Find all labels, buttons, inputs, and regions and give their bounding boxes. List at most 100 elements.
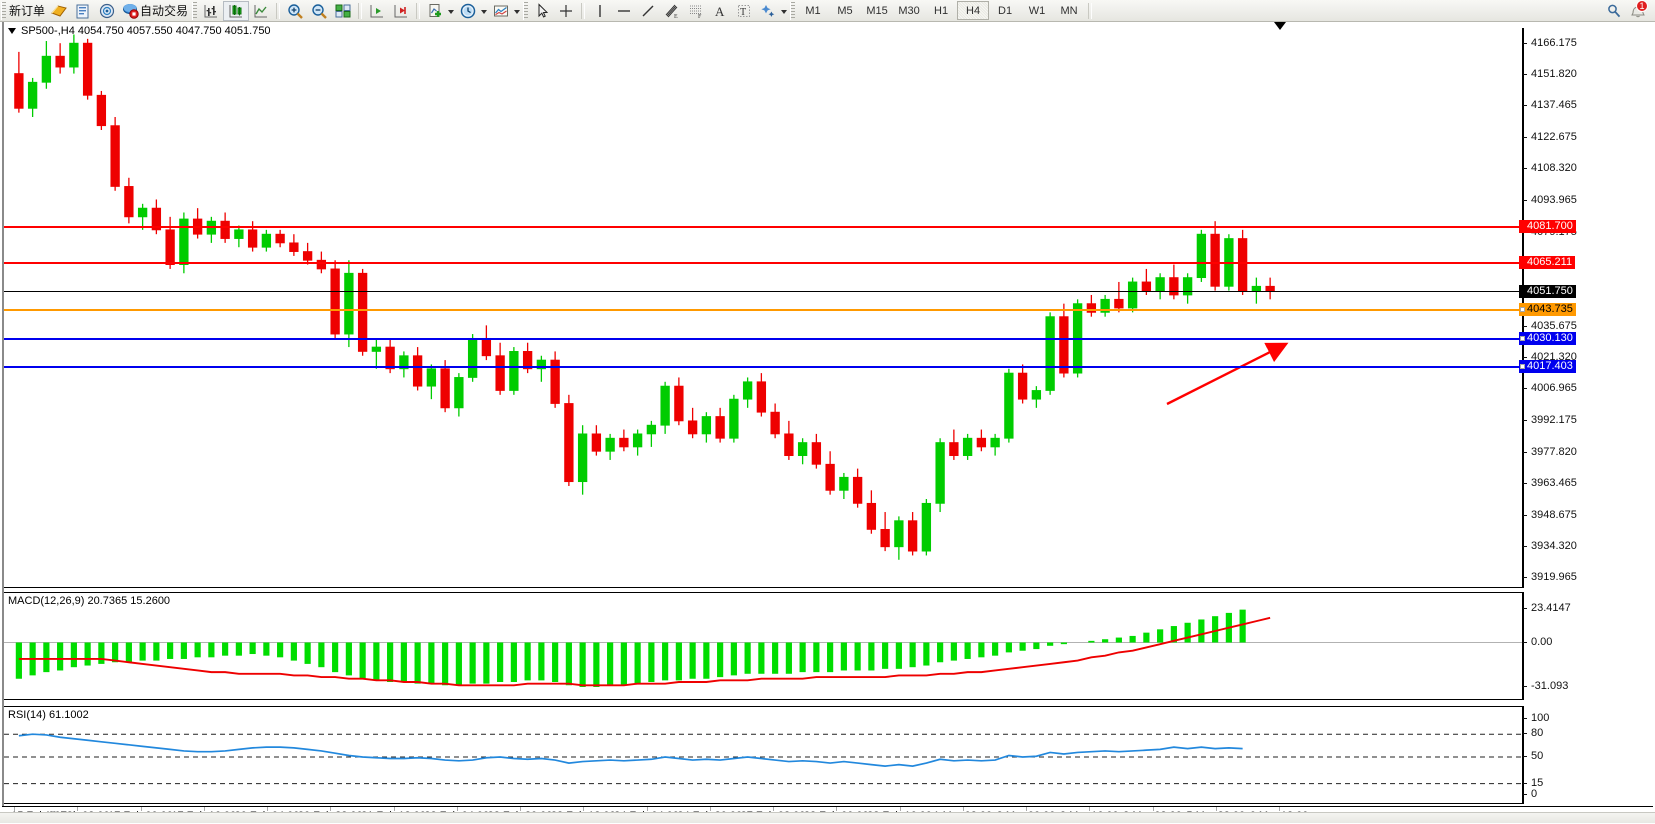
new-order-button[interactable]: 新订单 bbox=[8, 1, 47, 21]
time-tick bbox=[520, 807, 521, 811]
price-pane[interactable] bbox=[4, 28, 1522, 588]
period-button[interactable] bbox=[456, 1, 480, 21]
price-tag-4065.211[interactable]: 4065.211 bbox=[1519, 255, 1576, 269]
bar-chart-button[interactable] bbox=[199, 1, 223, 21]
timeframe-button-m15[interactable]: M15 bbox=[866, 4, 888, 17]
trendline-button[interactable] bbox=[636, 1, 660, 21]
profiles-icon bbox=[50, 2, 68, 20]
candlestick-chart-icon bbox=[227, 2, 245, 20]
price-tick: 3934.320 bbox=[1523, 541, 1577, 552]
search-icon bbox=[1605, 2, 1623, 20]
shapes-dropdown-arrow[interactable] bbox=[780, 2, 789, 20]
chart-title-text: SP500-,H4 4054.750 4057.550 4047.750 405… bbox=[21, 25, 271, 37]
price-tag-4043.735[interactable]: 4043.735 bbox=[1519, 302, 1576, 316]
zoom-in-button[interactable] bbox=[283, 1, 307, 21]
timeframe-button-w1[interactable]: W1 bbox=[1028, 4, 1046, 17]
candlestick-chart-button[interactable] bbox=[223, 0, 250, 21]
time-tick bbox=[1026, 807, 1027, 811]
crosshair-icon bbox=[557, 2, 575, 20]
rsi-tick: 80 bbox=[1522, 728, 1543, 739]
toolbar-grip[interactable] bbox=[1, 1, 6, 20]
timeframe-button-h1[interactable]: H1 bbox=[934, 4, 949, 17]
zoom-out-button[interactable] bbox=[307, 1, 331, 21]
macd-label: MACD(12,26,9) 20.7365 15.2600 bbox=[8, 595, 171, 607]
tile-windows-button[interactable] bbox=[331, 1, 355, 21]
text-label-button[interactable]: A bbox=[708, 1, 732, 21]
price-tick: 4108.320 bbox=[1523, 163, 1577, 174]
text-button[interactable]: T bbox=[732, 1, 756, 21]
templates-dropdown-arrow[interactable] bbox=[513, 2, 522, 20]
time-tick bbox=[836, 807, 838, 811]
crosshair-button[interactable] bbox=[554, 1, 578, 21]
time-tick bbox=[267, 807, 268, 811]
autotrading-button[interactable]: 自动交易 bbox=[119, 1, 191, 21]
market-watch-button[interactable] bbox=[71, 1, 95, 21]
indicators-icon bbox=[426, 2, 444, 20]
horizontal-line-button[interactable] bbox=[612, 1, 636, 21]
fibonacci-button[interactable]: F bbox=[684, 1, 708, 21]
toolbar-separator-3 bbox=[416, 2, 421, 19]
indicators-dropdown-arrow[interactable] bbox=[447, 2, 456, 20]
pane-collapse-marker[interactable] bbox=[1274, 22, 1286, 30]
timeframe-button-m1[interactable]: M1 bbox=[805, 4, 821, 17]
price-tag-4017.403[interactable]: 4017.403 bbox=[1519, 359, 1576, 373]
order-line[interactable] bbox=[4, 308, 1522, 311]
line-handle-icon[interactable] bbox=[1520, 306, 1525, 312]
line-chart-button[interactable] bbox=[249, 1, 273, 21]
support-line[interactable] bbox=[4, 338, 1522, 341]
price-tag-4081.700[interactable]: 4081.700 bbox=[1519, 220, 1576, 234]
rsi-pane[interactable]: RSI(14) 61.1002 bbox=[4, 706, 1522, 804]
resistance-line[interactable] bbox=[4, 226, 1522, 229]
shapes-icon bbox=[759, 2, 777, 20]
support-line[interactable] bbox=[4, 365, 1522, 368]
time-tick bbox=[1279, 807, 1280, 811]
line-handle-icon[interactable] bbox=[1520, 363, 1525, 369]
candlestick-series bbox=[14, 34, 1275, 560]
price-tag-4030.130[interactable]: 4030.130 bbox=[1519, 332, 1576, 346]
timeframe-button-m5[interactable]: M5 bbox=[837, 4, 853, 17]
price-tick: 4093.965 bbox=[1523, 194, 1577, 206]
chart-menu-icon[interactable] bbox=[8, 28, 16, 34]
autotrading-icon bbox=[122, 2, 140, 20]
timeframe-button-mn[interactable]: MN bbox=[1060, 4, 1078, 17]
notifications-button[interactable]: 1 bbox=[1626, 0, 1650, 21]
timeframe-button-m30[interactable]: M30 bbox=[898, 4, 920, 17]
price-axis[interactable]: 4166.175 4151.820 4137.465 4122.675 4108.320… bbox=[1519, 28, 1655, 588]
price-tick: 4137.465 bbox=[1523, 100, 1577, 111]
toolbar-grip-3[interactable] bbox=[523, 1, 529, 20]
auto-scroll-button[interactable] bbox=[389, 1, 413, 21]
toolbar-right-group: 1 bbox=[1602, 0, 1655, 21]
time-tick bbox=[1215, 807, 1217, 811]
templates-button[interactable] bbox=[489, 1, 513, 21]
navigator-button[interactable] bbox=[95, 1, 119, 21]
line-handle-icon[interactable] bbox=[1520, 336, 1525, 342]
search-button[interactable] bbox=[1602, 1, 1626, 21]
cursor-button[interactable] bbox=[530, 1, 554, 21]
chart-shift-icon bbox=[368, 2, 386, 20]
profiles-button[interactable] bbox=[47, 1, 71, 21]
macd-tick: 0.00 bbox=[1522, 636, 1552, 648]
price-tick: 4006.965 bbox=[1523, 383, 1577, 394]
price-tick: 4035.675 bbox=[1523, 321, 1577, 332]
shapes-button[interactable] bbox=[756, 1, 780, 21]
notification-icon: 1 bbox=[1629, 0, 1648, 20]
price-tag-4051.750[interactable]: 4051.750 bbox=[1519, 285, 1576, 299]
current-price[interactable] bbox=[4, 291, 1522, 293]
templates-icon bbox=[492, 2, 510, 20]
toolbar-grip-4[interactable] bbox=[790, 1, 796, 20]
timeframe-bar: M1 M5 M15 M30 H1 H4 D1 W1 MN bbox=[797, 1, 1085, 20]
red-arrow-annotation[interactable] bbox=[4, 28, 1522, 588]
resistance-line[interactable] bbox=[4, 261, 1522, 264]
period-dropdown-arrow[interactable] bbox=[480, 2, 489, 20]
time-tick bbox=[1089, 807, 1091, 811]
indicators-button[interactable] bbox=[423, 1, 447, 21]
timeframe-button-d1[interactable]: D1 bbox=[998, 4, 1013, 17]
equidistant-channel-button[interactable]: E bbox=[660, 1, 684, 21]
chart-shift-button[interactable] bbox=[365, 1, 389, 21]
rsi-tick: 0 bbox=[1522, 789, 1537, 800]
vertical-line-button[interactable] bbox=[588, 1, 612, 21]
timeframe-button-h4[interactable]: H4 bbox=[957, 1, 990, 20]
macd-pane[interactable]: MACD(12,26,9) 20.7365 15.2600 bbox=[4, 592, 1522, 700]
price-tick: 4021.320 bbox=[1523, 352, 1577, 363]
toolbar-grip-2[interactable] bbox=[192, 1, 198, 20]
